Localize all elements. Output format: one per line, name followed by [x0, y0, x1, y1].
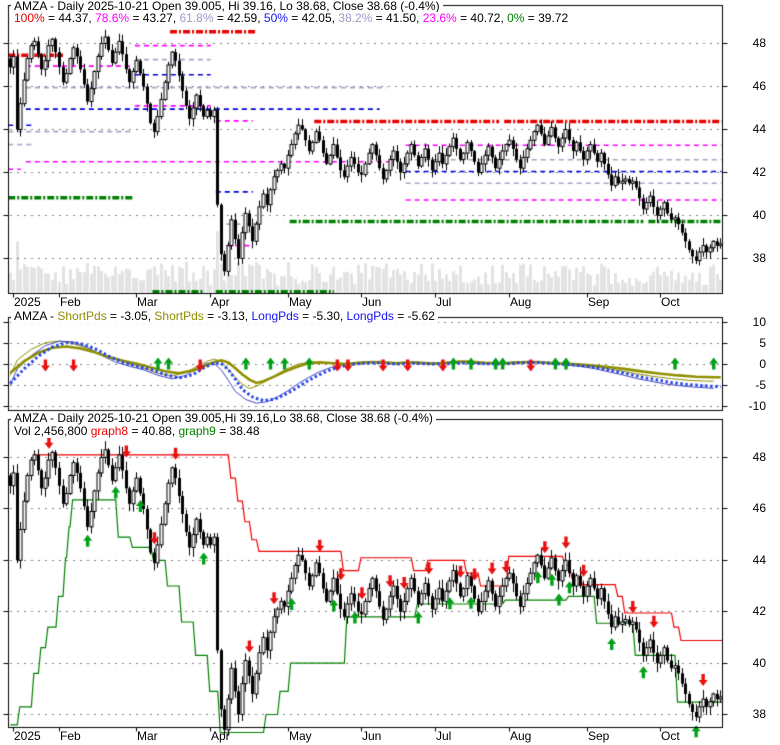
bottom-panel-x-axis-label: Jun — [362, 729, 382, 743]
oscillator-y-axis-label: 5 — [759, 336, 766, 350]
fib-618-value: = 42.59, — [213, 11, 264, 25]
fib-50-label: 50% — [263, 11, 288, 25]
bottom-panel-x-axis-label: May — [289, 729, 312, 743]
bottom-panel-y-axis-label: 42 — [752, 604, 766, 618]
volume-graphs-line: Vol 2,456,800 graph8 = 40.88, graph9 = 3… — [11, 425, 263, 438]
bottom-panel-x-axis-label: Apr — [211, 729, 230, 743]
bottom-panel-y-axis-label: 38 — [752, 707, 766, 721]
fib-618-label: 61.8% — [179, 11, 214, 25]
symbol-label: AMZA - — [14, 309, 58, 323]
top-panel-y-axis-label: 38 — [752, 251, 766, 265]
fib-236-value: = 40.72, — [456, 11, 508, 25]
bottom-panel-y-axis-label: 44 — [752, 553, 766, 567]
graph9-value: = 38.48 — [215, 424, 260, 438]
fib-0-value: = 39.72 — [524, 11, 569, 25]
shortpds2-value: = -3.13, — [203, 309, 252, 323]
fib-786-label: 78.6% — [95, 11, 130, 25]
top-panel-title: AMZA - Daily 2025-10-21 Open 39.005, Hi … — [11, 0, 443, 13]
longpds2-label: LongPds — [346, 309, 394, 323]
fib-236-label: 23.6% — [422, 11, 457, 25]
longpds-value: = -5.30, — [298, 309, 347, 323]
bottom-panel-x-axis-label: Mar — [137, 729, 158, 743]
fib-382-label: 38.2% — [338, 11, 373, 25]
top-panel-x-axis-label: Mar — [137, 295, 158, 309]
bottom-panel-x-axis-label: Feb — [60, 729, 81, 743]
top-panel-y-axis-label: 46 — [752, 79, 766, 93]
fib-0-label: 0% — [507, 11, 525, 25]
oscillator-y-axis-label: 10 — [752, 315, 766, 329]
bottom-panel-x-axis-label: Aug — [510, 729, 532, 743]
graph9-label: graph9 — [178, 424, 216, 438]
longpds2-value: = -5.62 — [393, 309, 435, 323]
top-panel-x-axis-label: Oct — [661, 295, 680, 309]
fib-786-value: = 43.27, — [129, 11, 180, 25]
top-panel-y-axis-label: 44 — [752, 122, 766, 136]
bottom-panel-y-axis-label: 40 — [752, 656, 766, 670]
top-panel-y-axis-label: 48 — [752, 36, 766, 50]
shortpds-value: = -3.05, — [106, 309, 155, 323]
bottom-panel-x-axis-label: Jul — [436, 729, 452, 743]
top-panel-x-axis-label: May — [289, 295, 312, 309]
fib-382-value: = 41.50, — [372, 11, 423, 25]
oscillator-y-axis-label: -10 — [748, 399, 766, 413]
shortpds2-label: ShortPds — [154, 309, 204, 323]
bottom-panel-title: AMZA - Daily 2025-10-21 Open 39.005,Hi 3… — [11, 412, 436, 425]
bottom-panel-x-axis-label: Sep — [588, 729, 610, 743]
graph8-label: graph8 — [90, 424, 129, 438]
top-panel-y-axis-label: 40 — [752, 208, 766, 222]
top-panel-x-axis-label: Apr — [211, 295, 230, 309]
bottom-panel-y-axis-label: 46 — [752, 501, 766, 515]
fib-100-label: 100% — [14, 11, 45, 25]
top-panel-x-axis-label: Aug — [510, 295, 532, 309]
oscillator-y-axis-label: -5 — [755, 378, 766, 392]
longpds-label: LongPds — [251, 309, 299, 323]
fibonacci-levels-line: 100% = 44.37, 78.6% = 43.27, 61.8% = 42.… — [11, 11, 572, 25]
top-panel-y-axis-label: 42 — [752, 165, 766, 179]
top-panel-x-axis-label: Jul — [436, 295, 452, 309]
graph8-value: = 40.88, — [128, 424, 179, 438]
top-panel-x-axis-label: 2025 — [14, 295, 41, 309]
bottom-panel-x-axis-label: 2025 — [14, 729, 41, 743]
top-panel-x-axis-label: Feb — [60, 295, 81, 309]
fib-50-value: = 42.05, — [287, 11, 339, 25]
bottom-panel-y-axis-label: 48 — [752, 450, 766, 464]
fib-100-value: = 44.37, — [44, 11, 96, 25]
top-panel-x-axis-label: Jun — [362, 295, 382, 309]
bottom-panel-x-axis-label: Oct — [661, 729, 680, 743]
top-panel-x-axis-label: Sep — [588, 295, 610, 309]
volume-label: Vol 2,456,800 — [14, 424, 91, 438]
oscillator-y-axis-label: 0 — [759, 357, 766, 371]
oscillator-panel-title: AMZA - ShortPds = -3.05, ShortPds = -3.1… — [11, 310, 438, 323]
shortpds-label: ShortPds — [57, 309, 107, 323]
